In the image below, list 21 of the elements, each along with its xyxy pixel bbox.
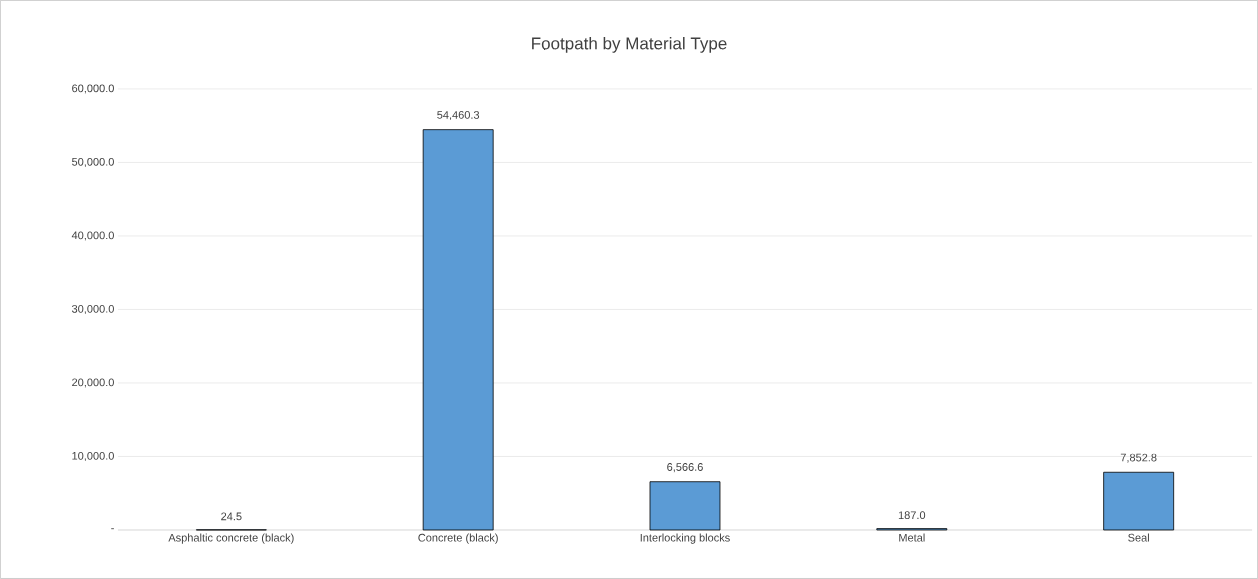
data-label: 54,460.3 [437,111,480,121]
x-tick-label: Asphaltic concrete (black) [168,533,294,544]
y-tick-label: 60,000.0 [72,84,114,94]
y-tick-label: 10,000.0 [72,451,114,462]
bar [422,129,494,531]
y-tick-label: - [111,528,114,530]
bar [1103,471,1175,531]
data-label: 24.5 [221,512,242,521]
data-label: 7,852.8 [1120,453,1157,463]
bar [649,481,721,531]
y-tick-label: 50,000.0 [72,157,114,168]
x-tick-label: Metal [899,533,925,542]
y-tick-label: 40,000.0 [71,231,114,241]
data-label: 6,566.6 [667,463,703,473]
x-tick-label: Interlocking blocks [640,533,730,544]
data-label: 187.0 [898,511,926,520]
x-tick-label: Seal [1128,533,1149,542]
chart-title: Footpath by Material Type [532,37,727,53]
y-tick-label: 20,000.0 [72,378,114,388]
y-tick-label: 30,000.0 [71,304,114,315]
x-tick-label: Concrete (black) [418,533,498,544]
